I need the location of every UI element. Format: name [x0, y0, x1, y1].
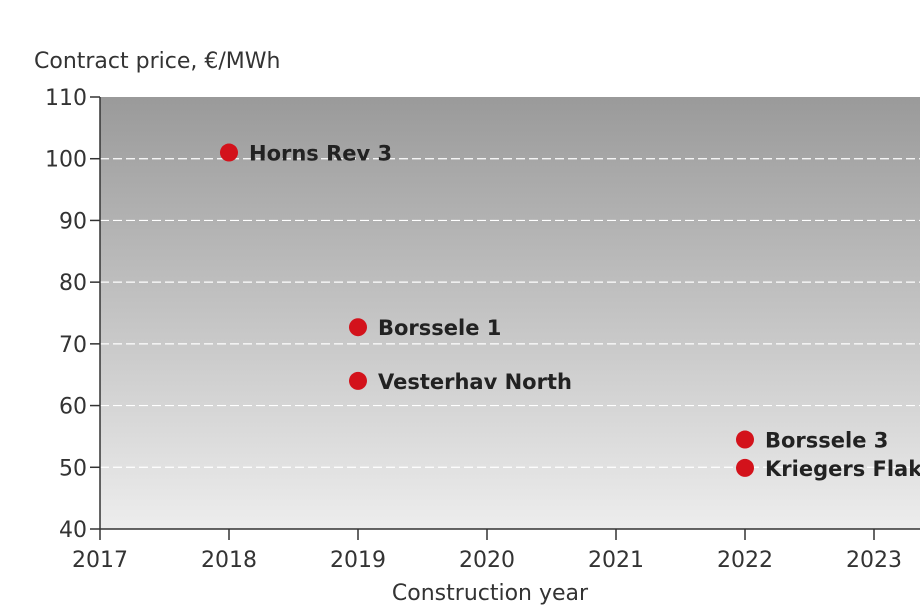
y-tick-label: 90: [59, 209, 87, 234]
y-tick-label: 60: [59, 395, 87, 420]
x-tick-label: 2019: [330, 548, 386, 573]
data-point-label: Vesterhav North: [378, 370, 572, 394]
x-tick-label: 2022: [717, 548, 773, 573]
data-point-label: Borssele 1: [378, 316, 501, 340]
gridlines: [100, 158, 920, 468]
data-points: Horns Rev 3 Borssele 1 Vesterhav North Bors…: [220, 142, 920, 481]
x-tick-label: 2018: [201, 548, 257, 573]
x-tick-label: 2020: [459, 548, 515, 573]
data-point: [349, 318, 367, 337]
data-point: [349, 371, 367, 390]
y-axis-title: Contract price, €/MWh: [34, 49, 280, 74]
data-point: [736, 458, 754, 477]
y-tick-label: 80: [59, 271, 87, 296]
y-tick-label: 110: [45, 86, 87, 111]
data-point: [736, 430, 754, 449]
x-tick-label: 2021: [588, 548, 644, 573]
y-tick-label: 50: [59, 456, 87, 481]
x-axis-ticks: 2017 2018 2019 2020 2021 2022 2023: [72, 529, 902, 573]
plot-area: [100, 97, 920, 529]
data-point-label: Horns Rev 3: [249, 142, 392, 166]
y-tick-label: 40: [59, 518, 87, 543]
data-point: [220, 143, 238, 162]
data-point-label: Borssele 3: [765, 429, 888, 453]
x-axis-title: Construction year: [392, 581, 589, 606]
data-point-label: Kriegers Flak: [765, 457, 920, 481]
y-axis-ticks: 40 50 60 70 80 90 100 110: [45, 86, 100, 543]
x-tick-label: 2017: [72, 548, 128, 573]
y-tick-label: 70: [59, 333, 87, 358]
y-tick-label: 100: [45, 148, 87, 173]
x-tick-label: 2023: [846, 548, 902, 573]
